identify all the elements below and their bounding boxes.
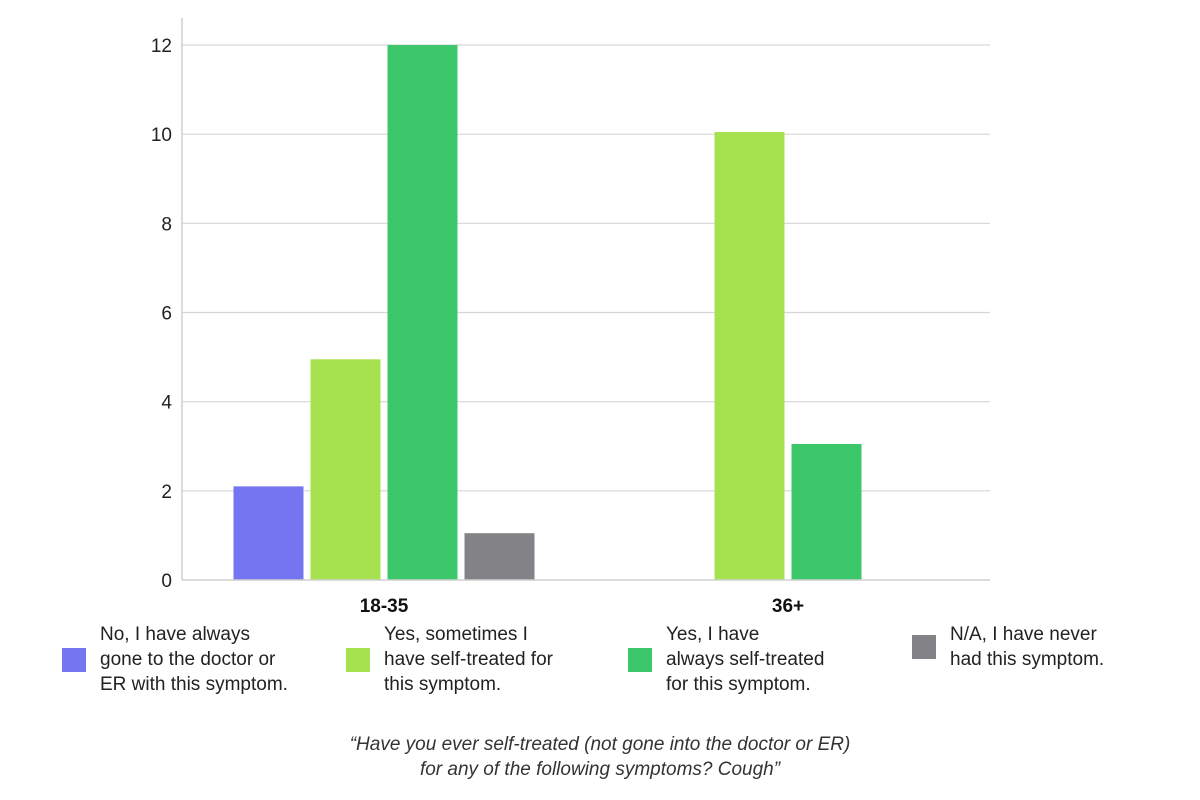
caption-line-1: “Have you ever self-treated (not gone in… (349, 734, 851, 755)
y-axis-ticks: 0 2 4 6 8 10 12 (151, 36, 173, 592)
gridlines (182, 44, 990, 492)
bar-1835-series-1 (233, 486, 304, 580)
legend-item-always-self-treated: Yes, I have always self-treated for this… (628, 622, 824, 697)
y-tick-label: 6 (161, 304, 172, 325)
bar-36-series-2 (714, 131, 785, 580)
legend-item-always-doctor: No, I have always gone to the doctor or … (62, 622, 288, 697)
legend-label-never-had: N/A, I have never had this symptom. (950, 624, 1105, 670)
legend: No, I have always gone to the doctor or … (0, 622, 1200, 702)
bar-chart: 0 2 4 6 8 10 12 18-35 36+ (151, 18, 990, 617)
chart-caption: “Have you ever self-treated (not gone in… (0, 732, 1200, 782)
y-tick-label: 4 (161, 393, 172, 414)
legend-swatch-sometimes-self-treated (346, 647, 370, 672)
legend-swatch-never-had (912, 635, 936, 659)
y-tick-label: 10 (151, 125, 172, 146)
caption-line-2: for any of the following symptoms? Cough… (419, 759, 781, 780)
bar-1835-series-4 (464, 533, 535, 580)
legend-swatch-always-self-treated (628, 647, 652, 672)
legend-label-sometimes-self-treated: Yes, sometimes I have self-treated for t… (384, 624, 553, 695)
y-tick-label: 0 (161, 571, 172, 592)
bar-1835-series-3 (387, 45, 458, 580)
legend-label-always-doctor: No, I have always gone to the doctor or … (100, 624, 288, 695)
bar-36-series-3 (791, 444, 862, 580)
legend-item-sometimes-self-treated: Yes, sometimes I have self-treated for t… (346, 622, 553, 697)
bar-1835-series-2 (310, 359, 381, 580)
y-tick-label: 12 (151, 36, 172, 57)
legend-swatch-always-doctor (62, 647, 86, 672)
legend-item-never-had: N/A, I have never had this symptom. (912, 622, 1104, 672)
x-category-label: 36+ (772, 596, 804, 617)
x-category-label: 18-35 (360, 596, 409, 617)
bars (233, 45, 862, 580)
y-tick-label: 8 (161, 214, 172, 235)
y-tick-label: 2 (161, 482, 172, 503)
legend-label-always-self-treated: Yes, I have always self-treated for this… (666, 624, 825, 695)
x-axis-categories: 18-35 36+ (360, 596, 804, 617)
